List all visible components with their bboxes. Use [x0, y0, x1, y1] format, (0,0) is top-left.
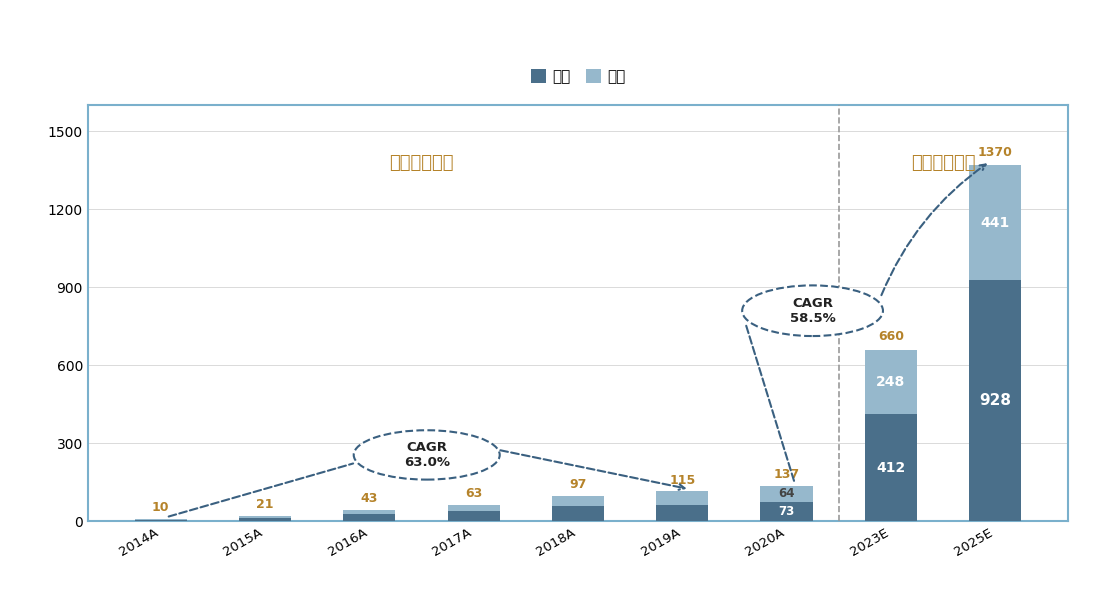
- Text: 412: 412: [876, 461, 906, 475]
- Ellipse shape: [353, 430, 500, 480]
- Bar: [864, 414, 917, 521]
- Bar: [969, 165, 1021, 280]
- Bar: [344, 515, 395, 521]
- Text: 248: 248: [876, 375, 906, 389]
- Bar: [447, 505, 500, 511]
- Bar: [238, 518, 291, 521]
- Text: 660: 660: [877, 330, 904, 343]
- Text: 中国市场主导: 中国市场主导: [389, 153, 454, 172]
- Text: CAGR
63.0%: CAGR 63.0%: [404, 441, 450, 469]
- Bar: [656, 505, 708, 521]
- Text: 137: 137: [773, 468, 800, 481]
- Ellipse shape: [742, 285, 883, 336]
- Bar: [447, 511, 500, 521]
- Text: 115: 115: [670, 474, 696, 487]
- Text: 43: 43: [361, 492, 379, 506]
- Bar: [238, 516, 291, 518]
- Bar: [969, 280, 1021, 521]
- Text: 73: 73: [778, 505, 794, 518]
- Text: 64: 64: [778, 487, 794, 500]
- Bar: [760, 486, 813, 502]
- Bar: [760, 502, 813, 521]
- Bar: [551, 506, 604, 521]
- Bar: [864, 350, 917, 414]
- Text: 10: 10: [152, 501, 170, 514]
- Text: CAGR
58.5%: CAGR 58.5%: [790, 297, 836, 325]
- Bar: [135, 519, 187, 521]
- Text: 928: 928: [979, 393, 1011, 408]
- Text: 21: 21: [256, 498, 274, 511]
- Text: 63: 63: [465, 487, 482, 500]
- Bar: [551, 496, 604, 506]
- Text: 97: 97: [569, 478, 586, 491]
- Text: 1370: 1370: [978, 146, 1013, 159]
- Bar: [656, 491, 708, 505]
- Text: 441: 441: [980, 216, 1010, 230]
- Legend: 海外, 中国: 海外, 中国: [524, 63, 631, 91]
- Bar: [344, 510, 395, 515]
- Text: 海外市场主导: 海外市场主导: [910, 153, 975, 172]
